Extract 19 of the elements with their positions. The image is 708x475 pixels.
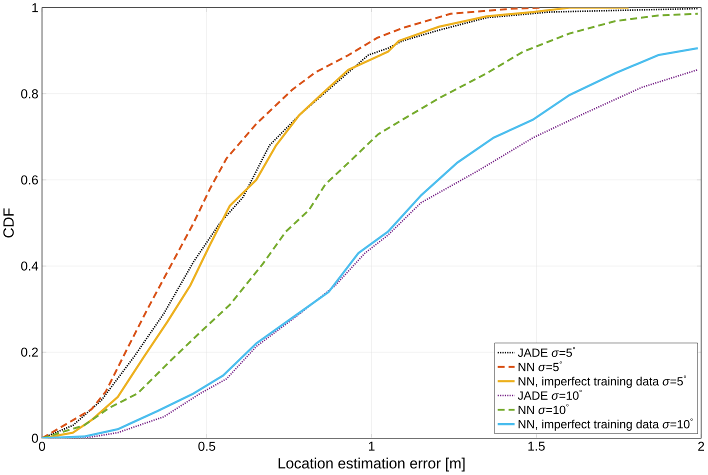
x-axis-title: Location estimation error [m] <box>278 458 465 472</box>
y-tick-label: 0 <box>32 434 38 443</box>
legend-label: NN, imperfect training data σ=10$^{°}$ <box>518 418 693 431</box>
x-tick-label: 0 <box>38 442 46 451</box>
y-axis-title: CDF <box>3 208 14 238</box>
legend-label: NN σ=10$^{°}$ <box>518 404 569 414</box>
y-tick-label: 0.8 <box>21 89 38 98</box>
x-tick-label: 1.5 <box>528 442 545 451</box>
x-tick-label: 2 <box>698 442 704 451</box>
y-tick-label: 1 <box>32 3 38 12</box>
legend-label: NN, imperfect training data σ=5$^{°}$ <box>518 376 686 388</box>
y-tick-label: 0.6 <box>21 175 38 185</box>
legend-label: JADE σ=10$^{°}$ <box>518 390 582 400</box>
legend-label: NN σ=5$^{°}$ <box>518 361 562 372</box>
y-tick-label: 0.4 <box>21 262 38 271</box>
x-tick-label: 1 <box>368 442 375 451</box>
legend-label: JADE σ=5$^{°}$ <box>518 347 576 358</box>
y-tick-label: 0.2 <box>21 348 38 357</box>
x-tick-label: 0.5 <box>198 442 216 451</box>
